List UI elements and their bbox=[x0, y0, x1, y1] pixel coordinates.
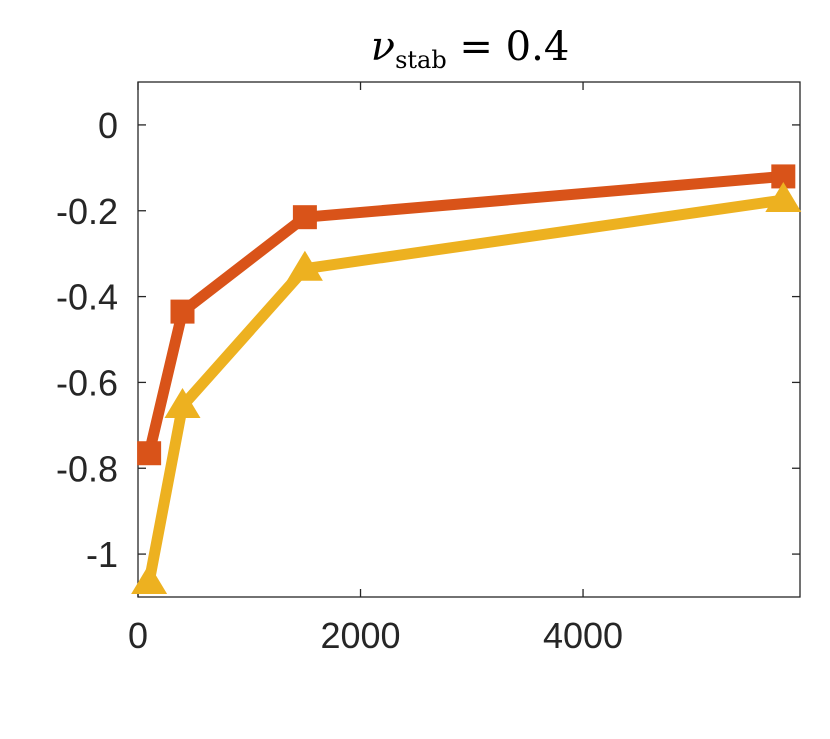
y-tick-label: 0 bbox=[98, 105, 118, 146]
x-tick-label: 2000 bbox=[320, 615, 400, 656]
series-2-marker bbox=[286, 250, 323, 281]
series-2-line bbox=[143, 194, 785, 584]
chart-title: νstab = 0.4 bbox=[371, 24, 570, 74]
chart-title-subscript: stab bbox=[395, 46, 447, 74]
series-2-marker bbox=[765, 182, 802, 213]
series-2-marker bbox=[131, 563, 168, 594]
chart-title-value: = 0.4 bbox=[447, 24, 570, 70]
series-1-marker bbox=[170, 299, 195, 324]
series-1-line bbox=[143, 170, 784, 455]
tick-labels: 0 2000 4000 0 -0.2 -0.4 -0.6 -0.8 -1 bbox=[56, 105, 623, 656]
series-layer bbox=[131, 164, 802, 594]
series-1-marker bbox=[137, 441, 162, 466]
y-tick-label: -0.4 bbox=[56, 277, 118, 318]
x-tick-label: 0 bbox=[128, 615, 148, 656]
series-2-marker bbox=[164, 388, 201, 419]
y-tick-label: -0.6 bbox=[56, 362, 118, 403]
series-1-marker bbox=[292, 205, 317, 230]
x-tick-label: 4000 bbox=[543, 615, 623, 656]
y-tick-label: -1 bbox=[86, 534, 118, 575]
chart-title-symbol: ν bbox=[371, 24, 395, 70]
y-tick-label: -0.8 bbox=[56, 448, 118, 489]
y-tick-label: -0.2 bbox=[56, 191, 118, 232]
